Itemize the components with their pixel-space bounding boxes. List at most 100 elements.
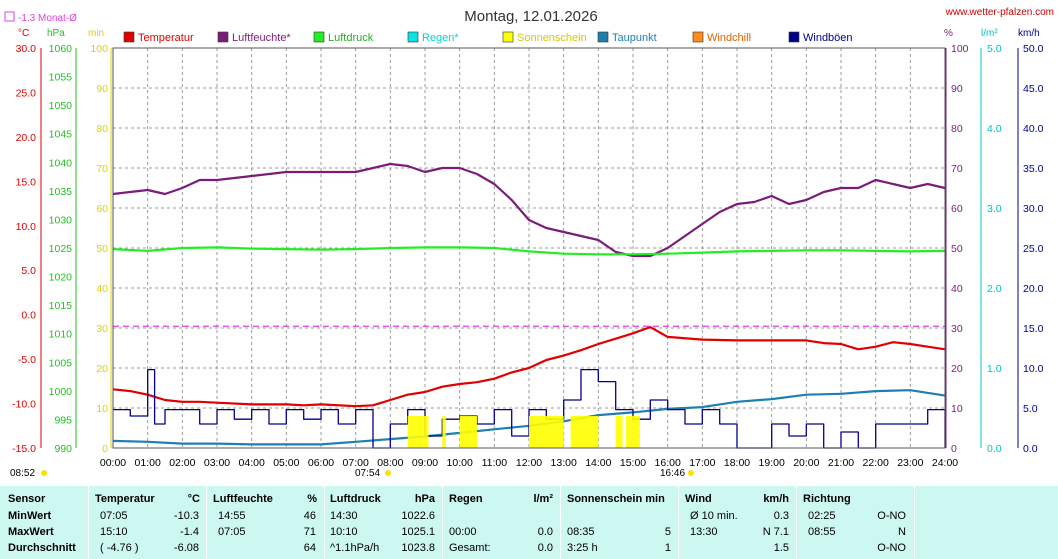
- pressure-axis-tick: 1035: [49, 186, 73, 198]
- stats-wind-val: 1.5: [773, 542, 789, 554]
- stats-hum-val: 46: [303, 510, 316, 522]
- hdr-rain-unit: l/m²: [533, 493, 553, 505]
- legend-label: Windchill: [707, 32, 751, 44]
- x-tick-label: 24:00: [932, 457, 958, 469]
- x-tick-label: 09:00: [412, 457, 438, 469]
- stats-temp-val: -10.3: [173, 510, 199, 522]
- weather-chart: Montag, 12.01.2026 www.wetter-pfalzen.co…: [4, 7, 1054, 479]
- x-axis: 00:00 01:00 02:00 03:00 04:00 05:00 06:00 07:00…: [100, 457, 958, 469]
- hdr-luftfeuchte: Luftfeuchte: [213, 493, 273, 505]
- x-tick-label: 01:00: [135, 457, 161, 469]
- humidity-axis-tick: 60: [951, 203, 963, 215]
- x-tick-label: 20:00: [793, 457, 819, 469]
- temp-axis-tick: 10.0: [16, 221, 37, 233]
- unit-temp: °C: [18, 28, 29, 39]
- wind-axis-tick: 10.0: [1023, 363, 1044, 375]
- stats-dir-val: N: [898, 526, 906, 538]
- wind-axis-tick: 50.0: [1023, 43, 1044, 55]
- x-tick-label: 07:00: [343, 457, 369, 469]
- rain-axis-tick: 1.0: [987, 363, 1002, 375]
- stats-temp-val: -6.08: [173, 542, 199, 554]
- wind-axis-tick: 0.0: [1023, 443, 1038, 455]
- sun-axis-tick: 70: [96, 163, 108, 175]
- pressure-axis-tick: 1010: [49, 329, 73, 341]
- x-tick-label: 12:00: [516, 457, 542, 469]
- stats-rain-time: Gesamt:: [449, 542, 491, 554]
- pressure-axis-tick: 1025: [49, 243, 73, 255]
- legend-swatch: [502, 31, 514, 43]
- legend-swatch: [313, 31, 325, 43]
- stats-dir-time: 08:55: [808, 526, 836, 538]
- hdr-richtung: Richtung: [803, 493, 851, 505]
- sun-icon-left: [41, 470, 47, 476]
- temp-axis-tick: 15.0: [16, 176, 37, 188]
- temp-axis-tick: 25.0: [16, 87, 37, 99]
- sun-axis-tick: 100: [90, 43, 108, 55]
- stats-hum-val: 64: [303, 542, 316, 554]
- sun-axis-tick: 40: [96, 283, 108, 295]
- stats-press-time: 10:10: [330, 526, 358, 538]
- wind-axis-tick: 40.0: [1023, 123, 1044, 135]
- sunshine-bar: [570, 416, 599, 448]
- stats-hum-time: 14:55: [218, 510, 246, 522]
- stats-sun-val: 1: [664, 542, 671, 554]
- stats-press-val: 1022.6: [401, 510, 435, 522]
- stats-press-val: 1023.8: [401, 542, 435, 554]
- sun-axis-tick: 90: [96, 83, 108, 95]
- humidity-axis-tick: 70: [951, 163, 963, 175]
- x-tick-label: 10:00: [447, 457, 473, 469]
- sun-axis-tick: 20: [96, 363, 108, 375]
- wind-axis-tick: 5.0: [1023, 403, 1038, 415]
- hdr-hum-unit: %: [307, 493, 317, 505]
- hdr-regen: Regen: [449, 493, 483, 505]
- humidity-axis-tick: 90: [951, 83, 963, 95]
- sun-axis-tick: 0: [102, 443, 108, 455]
- legend-swatch: [217, 31, 229, 43]
- legend-label: Windböen: [803, 32, 853, 44]
- stats-temp-time: ( -4.76 ): [100, 542, 139, 554]
- stats-wind-label: Ø 10 min.: [690, 510, 738, 522]
- rain-axis-tick: 2.0: [987, 283, 1002, 295]
- x-tick-label: 16:00: [655, 457, 681, 469]
- legend-swatch: [692, 31, 704, 43]
- pressure-axis-tick: 1000: [49, 386, 73, 398]
- sunshine-bar: [615, 416, 623, 448]
- rain-axis-tick: 0.0: [987, 443, 1002, 455]
- sun-axis-tick: 30: [96, 323, 108, 335]
- stats-label: Durchschnitt: [8, 542, 76, 554]
- wind-axis-tick: 20.0: [1023, 283, 1044, 295]
- stats-rain-time: 00:00: [449, 526, 477, 538]
- legend-swatch: [407, 31, 419, 43]
- humidity-axis-tick: 20: [951, 363, 963, 375]
- x-tick-label: 13:00: [551, 457, 577, 469]
- wind-axis-tick: 15.0: [1023, 323, 1044, 335]
- x-tick-label: 04:00: [239, 457, 265, 469]
- series-temperatur: [112, 326, 946, 408]
- stats-wind-val: N 7.1: [762, 526, 789, 538]
- legend-label: Temperatur: [138, 32, 194, 44]
- x-tick-label: 06:00: [308, 457, 334, 469]
- stats-label: MaxWert: [8, 526, 54, 538]
- sunset-time: 16:46: [660, 468, 685, 479]
- wind-axis-tick: 30.0: [1023, 203, 1044, 215]
- stats-label: MinWert: [8, 510, 52, 522]
- chart-series: [112, 162, 946, 449]
- legend-label: Regen*: [422, 32, 459, 44]
- hdr-sonne: Sonnenschein min: [567, 493, 665, 505]
- hdr-luftdruck: Luftdruck: [330, 493, 381, 505]
- stats-sun-time: 3:25 h: [567, 542, 598, 554]
- pressure-axis-tick: 1030: [49, 214, 73, 226]
- temp-axis-tick: -15.0: [12, 443, 36, 455]
- temp-axis-tick: 0.0: [21, 310, 36, 322]
- site-link[interactable]: www.wetter-pfalzen.com: [945, 7, 1054, 18]
- rain-axis-tick: 3.0: [987, 203, 1002, 215]
- monat-note: -1.3 Monat-Ø: [18, 13, 77, 24]
- legend-label: Luftdruck: [328, 32, 374, 44]
- temp-axis-tick: -5.0: [18, 354, 36, 366]
- sunset-icon: [688, 470, 694, 476]
- wind-axis-tick: 25.0: [1023, 243, 1044, 255]
- pressure-axis-tick: 1015: [49, 300, 73, 312]
- x-tick-label: 05:00: [273, 457, 299, 469]
- hdr-press-unit: hPa: [414, 493, 435, 505]
- sun-axis-tick: 60: [96, 203, 108, 215]
